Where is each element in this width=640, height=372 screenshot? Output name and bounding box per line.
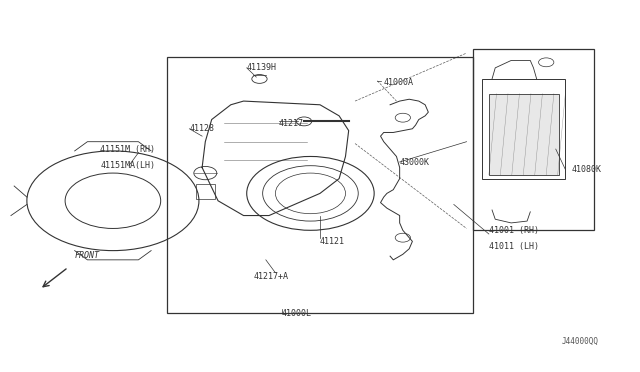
Text: 41000L: 41000L bbox=[282, 309, 312, 318]
Text: 41001 (RH): 41001 (RH) bbox=[489, 226, 539, 235]
Text: 41139H: 41139H bbox=[246, 63, 276, 72]
Bar bbox=[196, 184, 215, 199]
Text: 41000A: 41000A bbox=[384, 78, 413, 87]
Text: 41217: 41217 bbox=[278, 119, 303, 128]
Bar bbox=[167, 57, 473, 313]
Text: 41151MA(LH): 41151MA(LH) bbox=[100, 161, 155, 170]
Bar bbox=[483, 79, 565, 179]
Bar bbox=[489, 94, 559, 175]
Text: 41217+A: 41217+A bbox=[253, 272, 288, 281]
Text: FRONT: FRONT bbox=[75, 251, 100, 260]
Text: 41128: 41128 bbox=[189, 124, 214, 133]
Text: J44000QQ: J44000QQ bbox=[562, 337, 599, 346]
Text: 41011 (LH): 41011 (LH) bbox=[489, 243, 539, 251]
Text: 41121: 41121 bbox=[320, 237, 345, 246]
Text: 41080K: 41080K bbox=[572, 165, 602, 174]
Text: 43000K: 43000K bbox=[399, 157, 429, 167]
Text: 41151M (RH): 41151M (RH) bbox=[100, 145, 155, 154]
Bar bbox=[473, 49, 594, 230]
